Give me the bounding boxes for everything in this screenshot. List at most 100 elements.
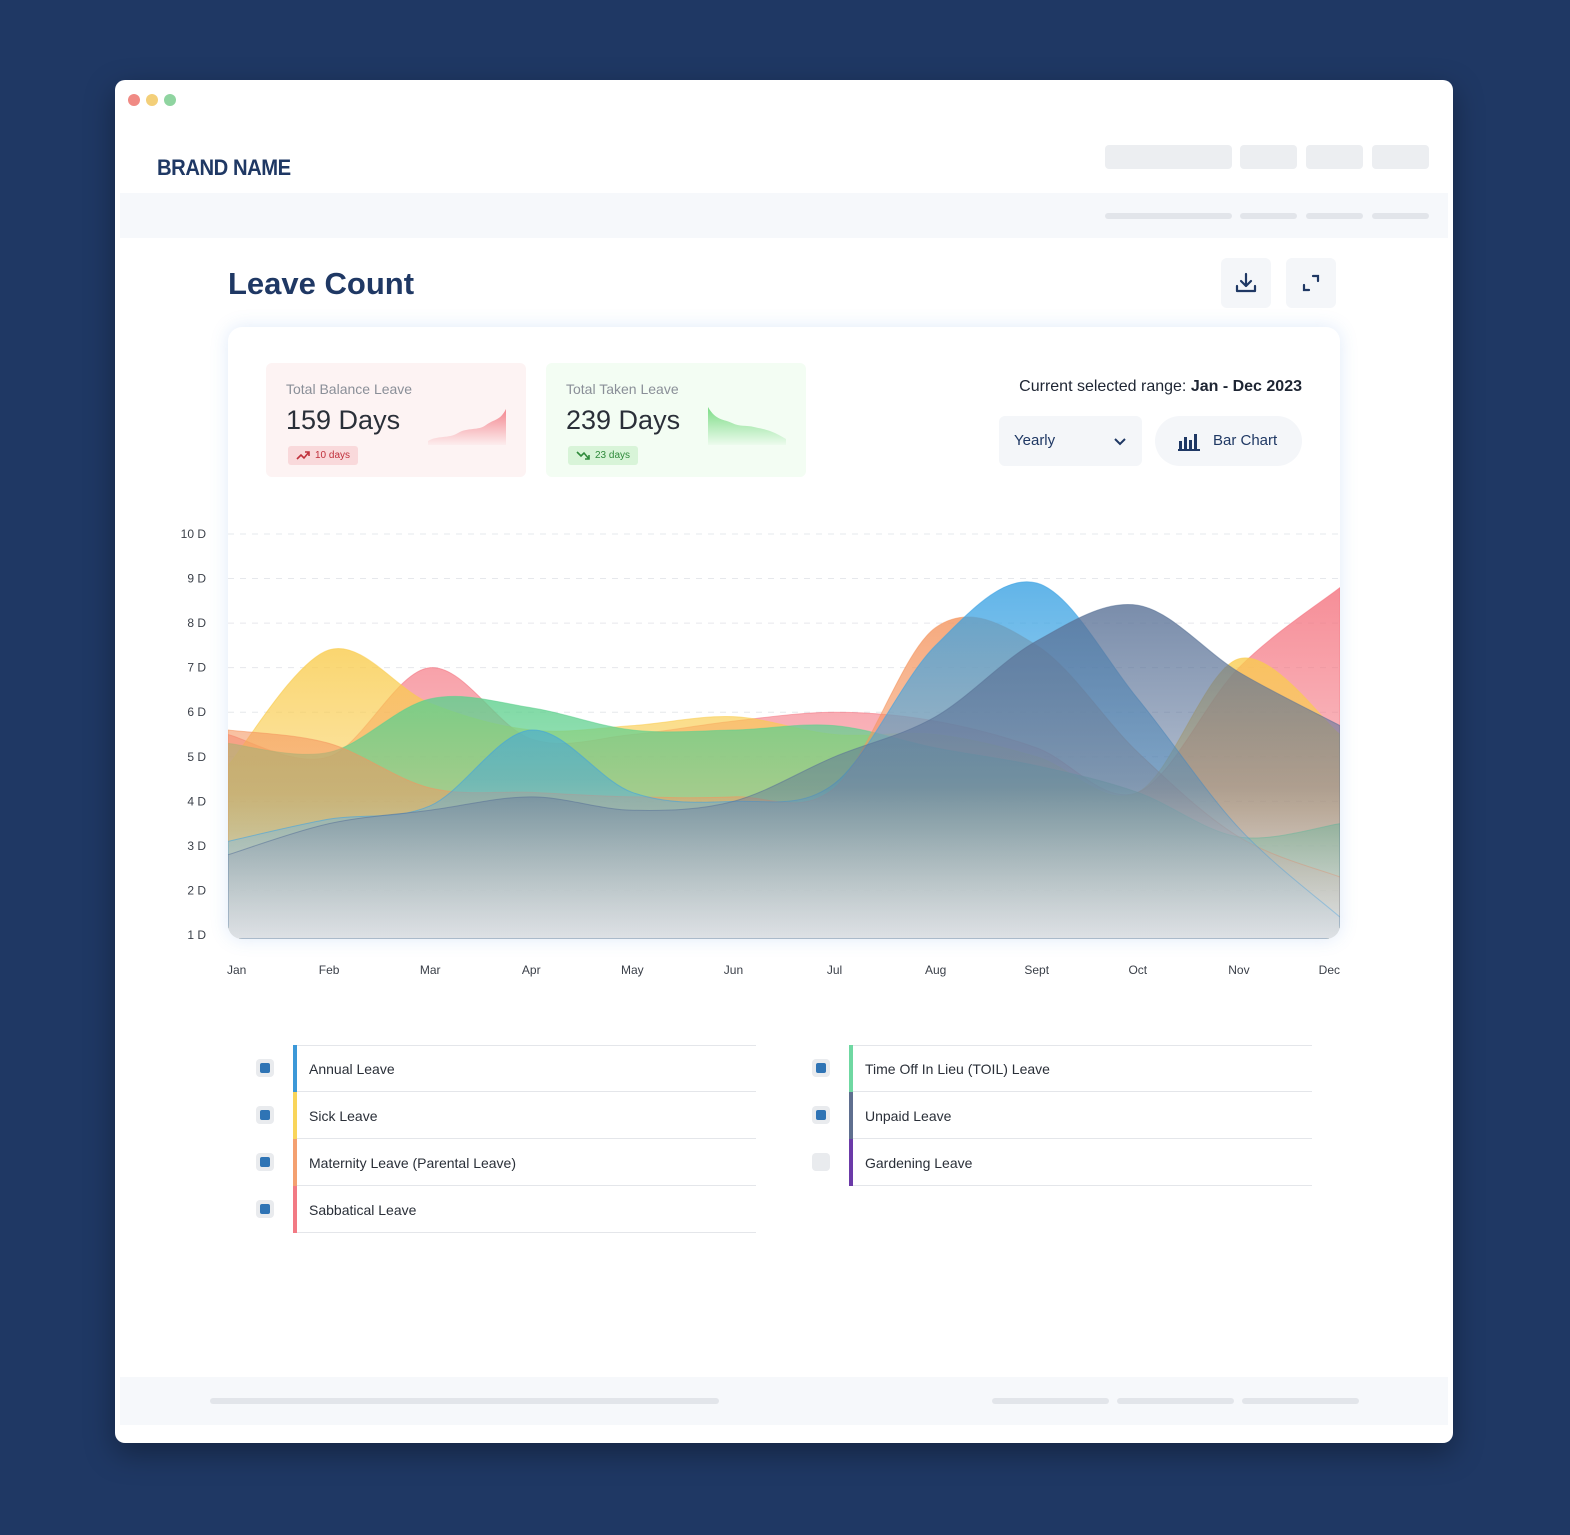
legend-item[interactable]: Annual Leave <box>256 1045 756 1092</box>
legend-divider <box>853 1138 1312 1139</box>
nav-placeholder[interactable] <box>1240 145 1297 169</box>
checkbox-mark <box>260 1157 270 1167</box>
legend-divider <box>853 1091 1312 1092</box>
y-tick-label: 7 D <box>187 661 206 675</box>
legend-divider <box>297 1185 756 1186</box>
checkbox-mark <box>816 1110 826 1120</box>
x-tick-label: Jan <box>227 963 246 977</box>
range-value: Jan - Dec 2023 <box>1190 378 1302 395</box>
legend-label: Gardening Leave <box>865 1155 973 1171</box>
x-tick-label: Aug <box>925 963 946 977</box>
legend-item[interactable]: Gardening Leave <box>812 1139 1312 1186</box>
maximize-dot[interactable] <box>164 94 176 106</box>
footer <box>120 1377 1448 1425</box>
y-tick-label: 1 D <box>187 928 206 942</box>
download-icon <box>1235 272 1257 293</box>
placeholder-line <box>1117 1398 1234 1404</box>
legend-label: Annual Leave <box>309 1061 395 1077</box>
placeholder-line <box>1306 213 1363 219</box>
legend-left: Annual Leave Sick Leave Maternity Leave (P… <box>256 1045 756 1233</box>
trend-up-icon <box>296 451 310 460</box>
nav-placeholder[interactable] <box>1105 145 1232 169</box>
stat-taken-leave: Total Taken Leave 239 Days 23 days <box>546 363 806 477</box>
placeholder-line <box>992 1398 1109 1404</box>
range-prefix: Current selected range: <box>1019 378 1187 395</box>
delta-badge: 23 days <box>568 446 639 465</box>
legend-color-bar <box>849 1139 853 1186</box>
delta-badge: 10 days <box>288 446 359 465</box>
x-tick-label: May <box>621 963 644 977</box>
placeholder-line <box>210 1398 719 1404</box>
sparkline-up <box>428 409 506 445</box>
x-tick-label: Oct <box>1128 963 1147 977</box>
legend-divider <box>297 1045 756 1046</box>
legend-item[interactable]: Maternity Leave (Parental Leave) <box>256 1139 756 1186</box>
area-series-unpaid-leave[interactable] <box>228 604 1340 939</box>
legend-checkbox[interactable] <box>812 1059 830 1077</box>
nav-placeholder[interactable] <box>1306 145 1363 169</box>
selected-range: Current selected range: Jan - Dec 2023 <box>1019 378 1302 396</box>
x-tick-label: Feb <box>319 963 340 977</box>
y-tick-label: 8 D <box>187 616 206 630</box>
stat-balance-leave: Total Balance Leave 159 Days 10 days <box>266 363 526 477</box>
legend-divider <box>853 1185 1312 1186</box>
sub-header <box>120 193 1448 238</box>
legend-right: Time Off In Lieu (TOIL) Leave Unpaid Leav… <box>812 1045 1312 1186</box>
fullscreen-button[interactable] <box>1286 258 1336 308</box>
legend-color-bar <box>849 1045 853 1092</box>
stat-label: Total Taken Leave <box>566 381 679 397</box>
placeholder-line <box>1240 213 1297 219</box>
sparkline-down <box>708 407 786 445</box>
legend-divider <box>297 1138 756 1139</box>
delta-value: 23 days <box>595 450 631 461</box>
app-window: BRAND NAME Leave Count Total Balance Lea… <box>115 80 1453 1443</box>
period-select-value: Yearly <box>1014 432 1056 449</box>
legend-label: Time Off In Lieu (TOIL) Leave <box>865 1061 1050 1077</box>
y-tick-label: 6 D <box>187 705 206 719</box>
legend-checkbox[interactable] <box>812 1106 830 1124</box>
chart-type-label: Bar Chart <box>1213 432 1278 449</box>
y-tick-label: 9 D <box>187 572 206 586</box>
nav-placeholder[interactable] <box>1372 145 1429 169</box>
x-tick-label: Jun <box>724 963 743 977</box>
y-tick-label: 2 D <box>187 883 206 897</box>
area-chart: 1 D 2 D 3 D 4 D 5 D 6 D 7 D 8 D 9 D 10 D Jan Feb Mar… <box>181 527 1340 977</box>
legend-checkbox[interactable] <box>256 1200 274 1218</box>
legend-item[interactable]: Sick Leave <box>256 1092 756 1139</box>
close-dot[interactable] <box>128 94 140 106</box>
legend-checkbox[interactable] <box>256 1153 274 1171</box>
trend-down-icon <box>576 451 590 460</box>
x-tick-label: Sept <box>1024 963 1049 977</box>
stat-label: Total Balance Leave <box>286 381 413 397</box>
legend-divider <box>297 1232 756 1233</box>
x-tick-label: Mar <box>420 963 441 977</box>
x-tick-label: Jul <box>827 963 842 977</box>
page-title: Leave Count <box>228 266 415 301</box>
download-button[interactable] <box>1221 258 1271 308</box>
legend-checkbox[interactable] <box>812 1153 830 1171</box>
legend-item[interactable]: Time Off In Lieu (TOIL) Leave <box>812 1045 1312 1092</box>
placeholder-line <box>1372 213 1429 219</box>
legend-label: Sabbatical Leave <box>309 1202 417 1218</box>
stat-value: 239 Days <box>566 405 681 435</box>
checkbox-mark <box>260 1063 270 1073</box>
placeholder-line <box>1105 213 1232 219</box>
y-tick-label: 10 D <box>181 527 207 541</box>
bar-chart-icon <box>1178 434 1200 451</box>
period-select[interactable]: Yearly <box>999 416 1142 466</box>
x-tick-label: Nov <box>1228 963 1249 977</box>
checkbox-mark <box>816 1063 826 1073</box>
y-tick-label: 4 D <box>187 794 206 808</box>
legend-item[interactable]: Sabbatical Leave <box>256 1186 756 1233</box>
window-controls <box>128 94 176 106</box>
chart-type-button[interactable]: Bar Chart <box>1155 416 1302 466</box>
chevron-down-icon <box>1114 438 1126 446</box>
y-tick-label: 3 D <box>187 839 206 853</box>
legend-checkbox[interactable] <box>256 1059 274 1077</box>
legend-checkbox[interactable] <box>256 1106 274 1124</box>
legend-item[interactable]: Unpaid Leave <box>812 1092 1312 1139</box>
minimize-dot[interactable] <box>146 94 158 106</box>
legend-color-bar <box>849 1092 853 1139</box>
checkbox-mark <box>260 1110 270 1120</box>
legend-label: Unpaid Leave <box>865 1108 952 1124</box>
